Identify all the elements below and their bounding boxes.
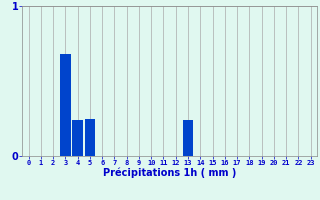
X-axis label: Précipitations 1h ( mm ): Précipitations 1h ( mm ) [103,168,236,178]
Bar [85,118,95,156]
Bar [72,120,83,156]
Bar [60,54,70,156]
Bar [183,120,193,156]
